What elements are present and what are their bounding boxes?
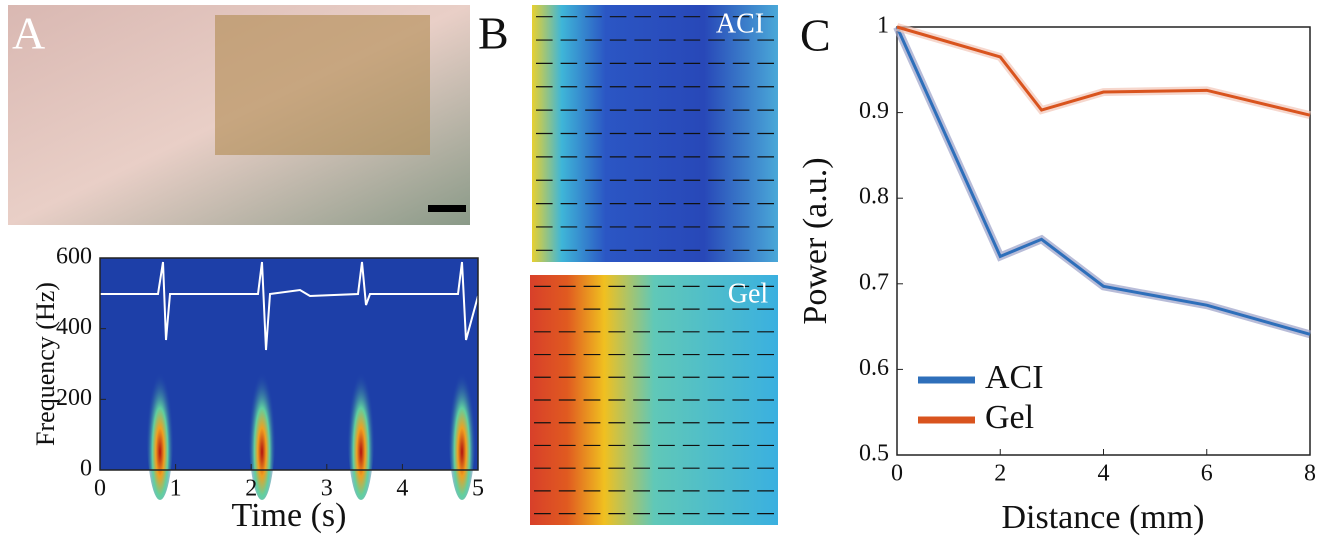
- x-tick-label: 1: [170, 476, 182, 502]
- panel-label: A: [12, 8, 45, 59]
- y-tick-label: 0.6: [859, 355, 889, 381]
- heatmap-label: ACI: [716, 8, 764, 39]
- series-band: [897, 27, 1310, 115]
- y-tick-label: 0.8: [859, 184, 889, 210]
- figure: A B ACI Gel C 0123450200400600Time (s)Fr…: [0, 0, 1330, 542]
- x-tick-label: 8: [1304, 461, 1316, 487]
- x-tick-label: 6: [1201, 461, 1213, 487]
- y-tick-label: 600: [56, 244, 92, 270]
- x-tick-label: 5: [472, 476, 484, 502]
- series-band: [897, 27, 1310, 334]
- scale-bar: [428, 205, 466, 212]
- y-tick-label: 200: [56, 385, 92, 411]
- y-tick-label: 0: [80, 456, 92, 482]
- x-tick-label: 4: [396, 476, 408, 502]
- y-tick-label: 0.9: [859, 98, 889, 124]
- legend-label: Gel: [985, 399, 1034, 436]
- y-axis-label: Power (a.u.): [797, 157, 834, 324]
- x-tick-label: 0: [94, 476, 106, 502]
- y-axis-label: Frequency (Hz): [31, 282, 60, 446]
- x-axis-label: Distance (mm): [1002, 499, 1205, 536]
- y-tick-label: 0.5: [859, 441, 889, 467]
- y-tick-label: 400: [56, 314, 92, 340]
- panel-label: B: [478, 8, 509, 59]
- legend-label: ACI: [985, 359, 1044, 396]
- y-tick-label: 0.7: [859, 269, 889, 295]
- x-axis-label: Time (s): [232, 497, 347, 534]
- y-tick-label: 1: [877, 13, 889, 39]
- x-tick-label: 2: [994, 461, 1006, 487]
- x-tick-label: 4: [1098, 461, 1110, 487]
- panel-label: C: [800, 10, 831, 61]
- heatmap-label: Gel: [728, 278, 769, 309]
- electrode-array: [215, 15, 430, 155]
- x-tick-label: 0: [891, 461, 903, 487]
